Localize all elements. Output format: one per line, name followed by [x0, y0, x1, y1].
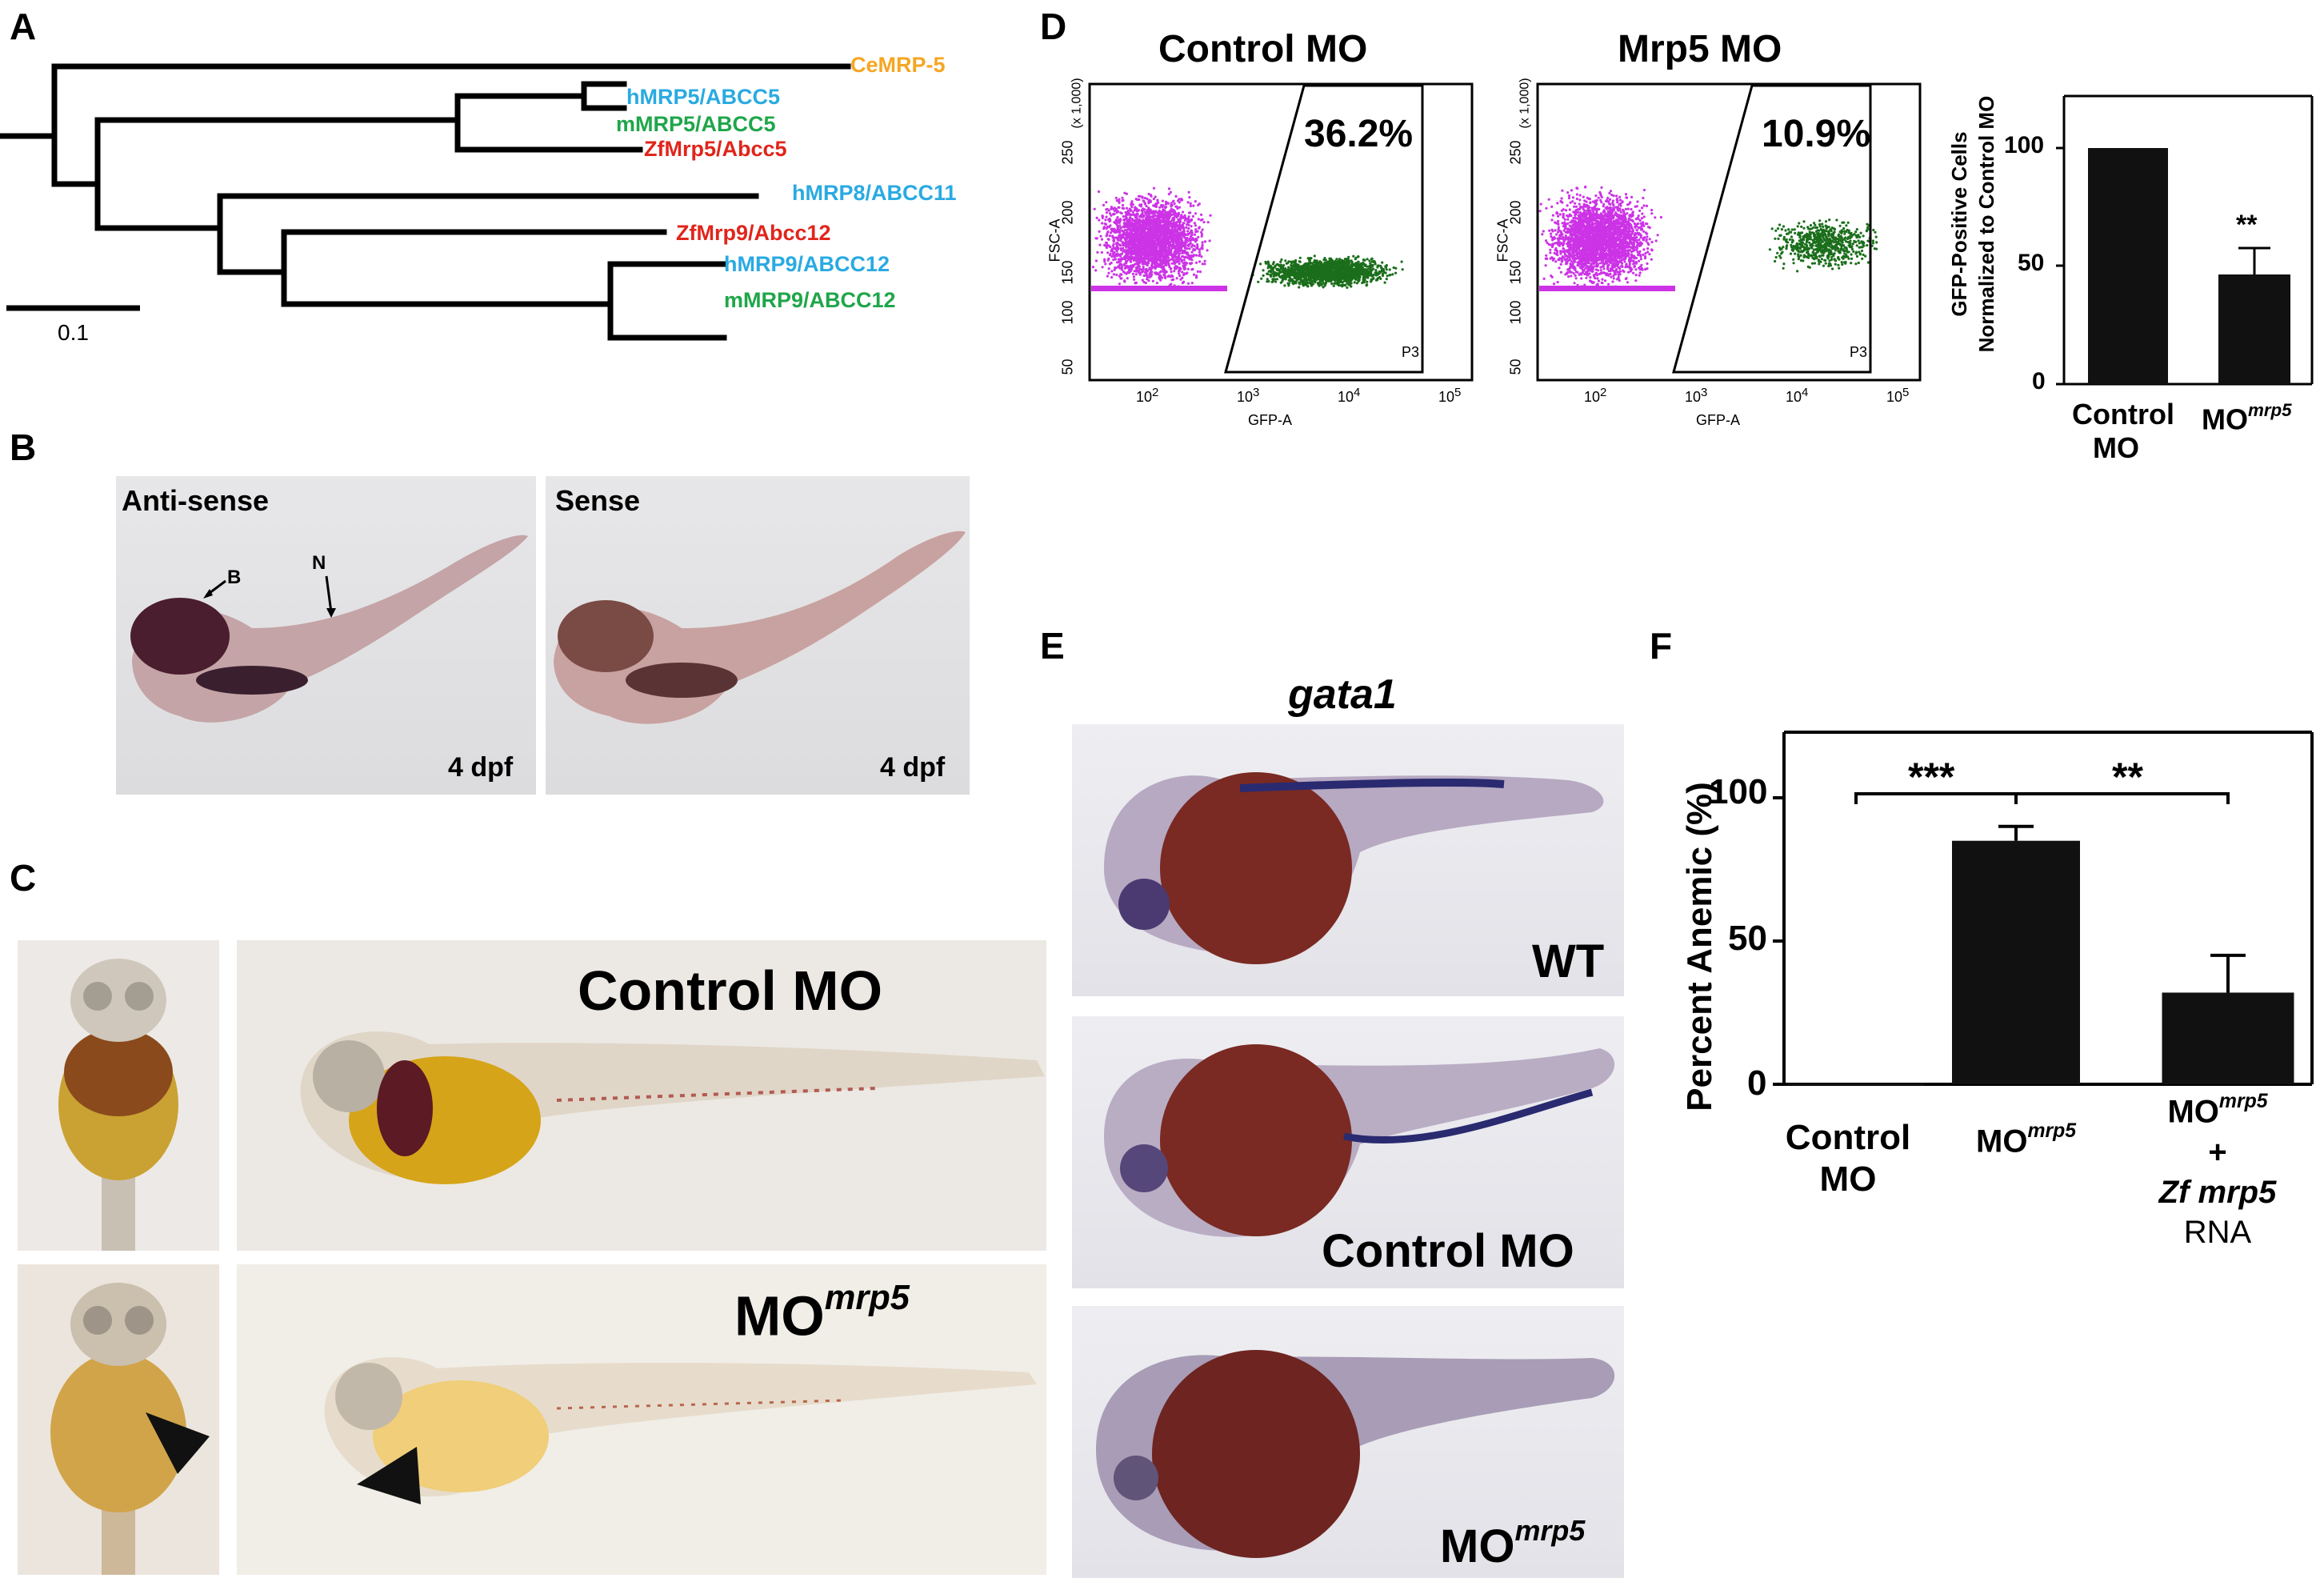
flow-left-percent: 36.2%: [1304, 113, 1414, 155]
sense-embryo-photo: [546, 476, 970, 795]
mrp5-ventral-photo: [18, 1264, 219, 1575]
tree-leaf-zfmrp5: ZfMrp5/Abcc5: [644, 137, 787, 161]
mrp5-lateral-photo: [237, 1264, 1046, 1575]
flow-left-ylabel: FSC-A: [1046, 218, 1063, 262]
antisense-label: Anti-sense: [122, 484, 270, 517]
anemic-cat-rescue: MOmrp5 + Zf mrp5 RNA: [2158, 1091, 2277, 1250]
tree-leaf-mmrp9: mMRP9/ABCC12: [724, 288, 896, 312]
mrp5-mo-label: MOmrp5: [734, 1279, 910, 1348]
antisense-embryo-photo: [116, 476, 536, 795]
flow-right-xtick-3: 104: [1786, 386, 1809, 405]
flow-right-gate: P3: [1850, 344, 1868, 360]
flow-right-ytick-3: 150: [1507, 260, 1524, 285]
panel-letter-f: F: [1650, 625, 1673, 667]
panel-letter-c: C: [10, 857, 37, 899]
sense-label: Sense: [555, 484, 641, 517]
gfp-cat-control: Control MO: [2072, 398, 2174, 464]
anemic-bar-2: [1952, 840, 2080, 1084]
mrp5-mo-sup: mrp5: [824, 1279, 910, 1317]
anemic-ylabel: Percent Anemic (%): [1680, 782, 1719, 1111]
gfp-ylabel-line1: GFP-Positive Cells: [1947, 131, 1971, 317]
anemic-ytick-100: 100: [1709, 772, 1768, 811]
tree-leaf-hmrp8: hMRP8/ABCC11: [792, 181, 957, 205]
flow-right-percent: 10.9%: [1762, 113, 1871, 155]
tree-leaf-hmrp9: hMRP9/ABCC12: [724, 252, 890, 276]
flow-left-ytick-1: 250: [1059, 140, 1076, 165]
anemic-bar-3: [2162, 992, 2294, 1084]
anemic-ytick-50: 50: [1728, 919, 1767, 958]
panel-letter-e: E: [1040, 625, 1065, 667]
antisense-stage: 4 dpf: [448, 752, 514, 783]
flow-plot-left: [1040, 76, 1488, 452]
flow-right-ytick-5: 50: [1507, 358, 1524, 375]
gfp-bar-ylabel: GFP-Positive Cells Normalized to Control…: [1946, 56, 2000, 392]
flow-left-xtick-1: 102: [1136, 386, 1159, 405]
panel-letter-d: D: [1040, 6, 1067, 47]
gfp-sig: **: [2236, 210, 2258, 240]
flow-right-ylabel: FSC-A: [1494, 218, 1511, 262]
gfp-ytick-50: 50: [2018, 250, 2045, 276]
gfp-cat-mrp5: MOmrp5: [2202, 400, 2292, 436]
flow-left-gate: P3: [1402, 344, 1420, 360]
panel-letter-a: A: [10, 6, 37, 47]
panel-letter-b: B: [10, 427, 37, 468]
flow-plot-right: [1488, 76, 1936, 452]
gfp-bar-control: [2088, 148, 2168, 384]
tree-leaf-hmrp5: hMRP5/ABCC5: [626, 85, 781, 109]
flow-left-ymult: (x 1,000): [1070, 78, 1084, 129]
anemic-cat-mrp5: MOmrp5: [1976, 1120, 2077, 1159]
tree-lines: [0, 63, 851, 341]
anemic-cat-control: Control MO: [1785, 1118, 1911, 1199]
flow-right-xtick-2: 103: [1685, 386, 1708, 405]
sense-stage: 4 dpf: [880, 752, 946, 783]
flow-right-title: Mrp5 MO: [1618, 28, 1782, 70]
tree-leaf-cemrp5: CeMRP-5: [850, 53, 946, 77]
arrow-n-label: N: [312, 552, 326, 574]
tree-leaf-mmrp5: mMRP5/ABCC5: [616, 112, 776, 136]
anemic-sig-right: **: [2112, 755, 2143, 799]
control-mo-label: Control MO: [578, 959, 883, 1022]
wt-embryo-photo: [1072, 724, 1624, 996]
anemic-sig-left: ***: [1908, 755, 1955, 799]
tree-leaf-zfmrp9: ZfMrp9/Abcc12: [676, 221, 831, 245]
flow-left-ytick-4: 100: [1059, 300, 1076, 325]
flow-left-xtick-3: 104: [1338, 386, 1361, 405]
control-gata1-photo: [1072, 1016, 1624, 1288]
phylogenetic-tree: [0, 32, 1032, 368]
flow-left-ytick-2: 200: [1059, 200, 1076, 225]
flow-left-xlabel: GFP-A: [1248, 412, 1293, 428]
control-lateral-photo: [237, 940, 1046, 1251]
anemic-ytick-0: 0: [1747, 1063, 1767, 1103]
control-gata1-label: Control MO: [1322, 1225, 1574, 1277]
flow-left-ytick-3: 150: [1059, 260, 1076, 285]
gata1-title: gata1: [1288, 671, 1397, 718]
flow-right-xlabel: GFP-A: [1696, 412, 1741, 428]
wt-label: WT: [1532, 935, 1605, 987]
flow-right-ymult: (x 1,000): [1518, 78, 1532, 129]
mrp5-mo-main: MO: [734, 1284, 825, 1348]
gfp-bar-mrp5: [2218, 274, 2290, 384]
flow-right-ytick-1: 250: [1507, 140, 1524, 165]
gfp-ytick-0: 0: [2032, 368, 2046, 394]
flow-right-ytick-4: 100: [1507, 300, 1524, 325]
flow-right-ytick-2: 200: [1507, 200, 1524, 225]
flow-left-xtick-4: 105: [1438, 386, 1462, 405]
gfp-bar-chart: [2048, 88, 2320, 392]
tree-scale-label: 0.1: [58, 320, 89, 345]
gfp-ytick-100: 100: [2004, 132, 2045, 158]
mrp5-gata1-label: MOmrp5: [1440, 1514, 1586, 1572]
mrp5-gata1-photo: [1072, 1306, 1624, 1578]
flow-left-xtick-2: 103: [1237, 386, 1260, 405]
anemic-chart: [1744, 724, 2320, 1108]
flow-right-xtick-1: 102: [1584, 386, 1607, 405]
flow-right-xtick-4: 105: [1886, 386, 1910, 405]
flow-left-ytick-5: 50: [1059, 358, 1076, 375]
flow-left-title: Control MO: [1158, 28, 1368, 70]
arrow-b-label: B: [227, 567, 242, 588]
control-ventral-photo: [18, 940, 219, 1251]
gfp-ylabel-line2: Normalized to Control MO: [1974, 95, 1998, 353]
anemic-bar-1: [1788, 1083, 1924, 1086]
